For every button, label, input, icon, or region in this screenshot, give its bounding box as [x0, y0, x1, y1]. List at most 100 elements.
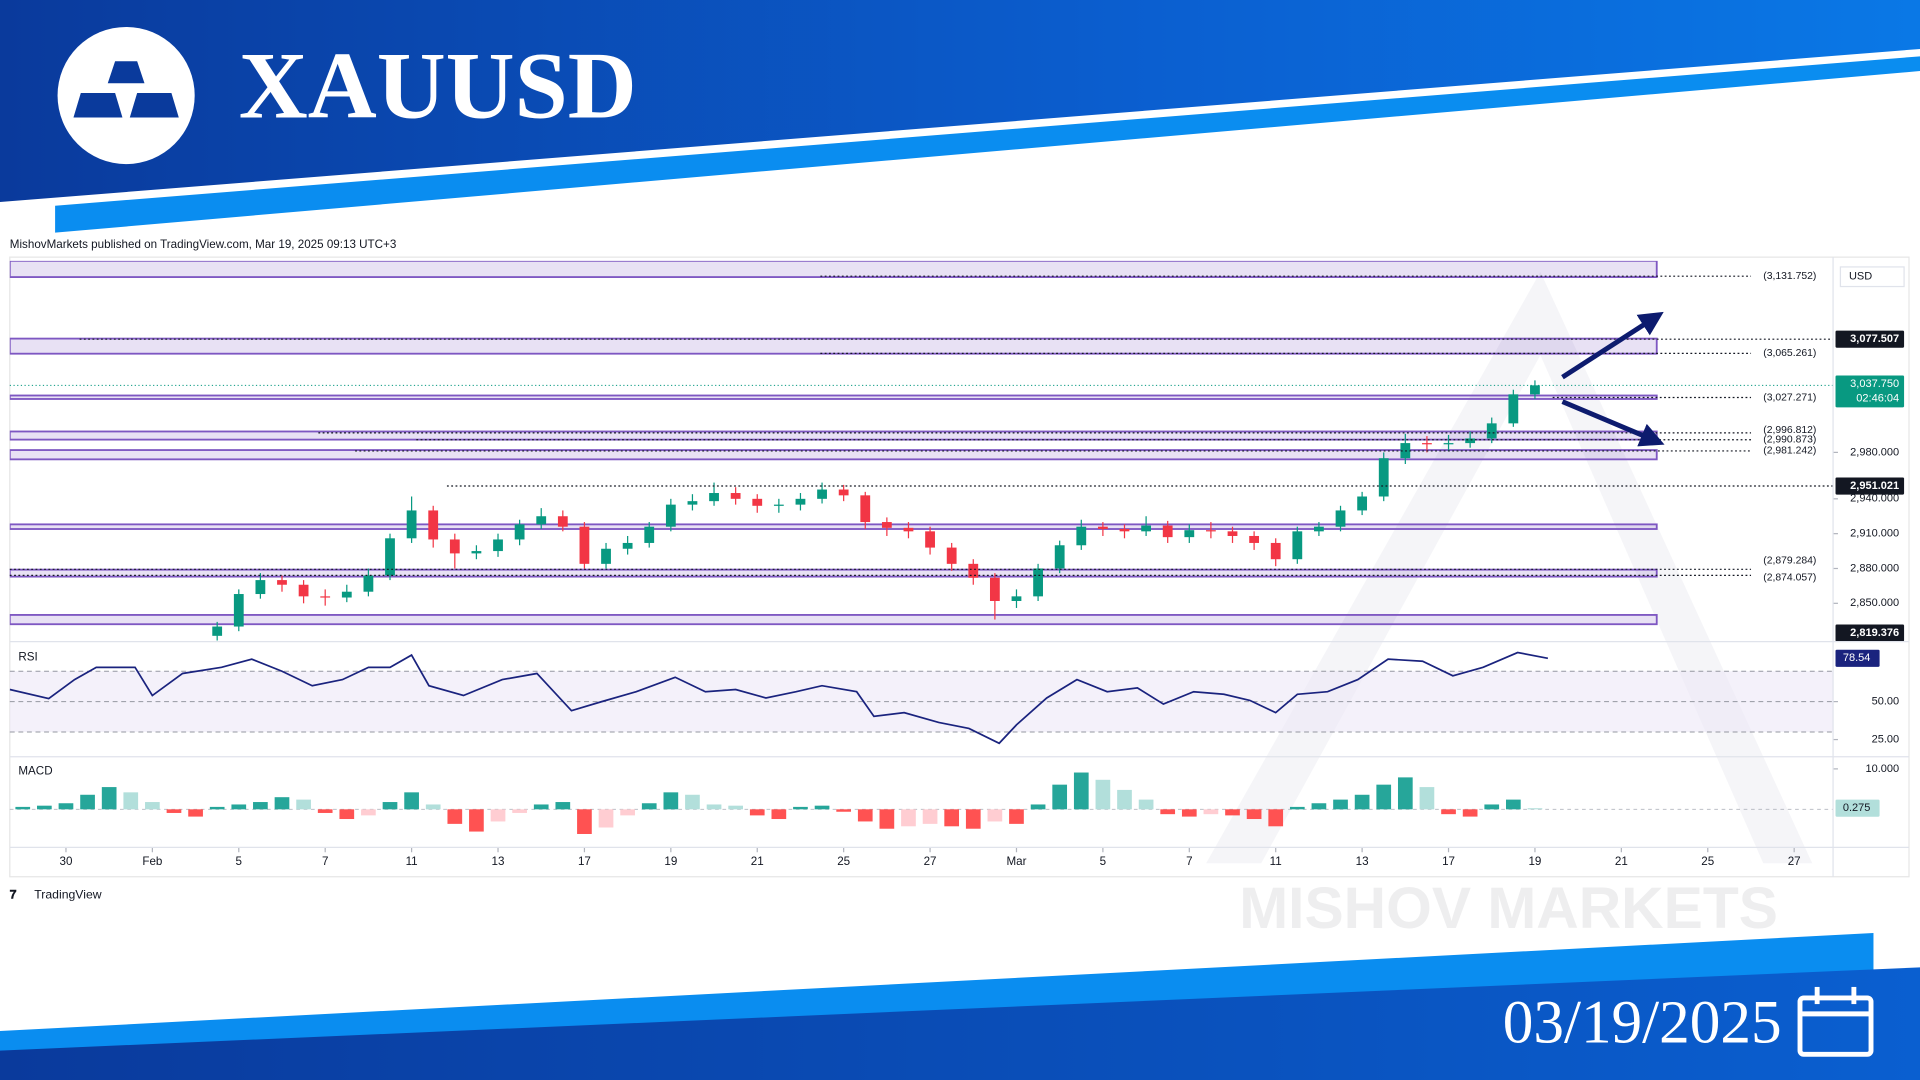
macd-bar — [1181, 809, 1197, 817]
candle-body — [471, 551, 482, 554]
footer-band — [0, 967, 1920, 1080]
x-tick-label: 7 — [1186, 855, 1192, 868]
macd-bar — [317, 809, 333, 813]
candle-body — [1011, 596, 1022, 601]
macd-bar — [231, 804, 247, 810]
candle-body — [406, 510, 417, 539]
level-label: (2,996.812) — [1763, 425, 1816, 436]
macd-bar — [1527, 808, 1543, 810]
candle-body — [363, 575, 374, 592]
macd-bar — [706, 804, 722, 810]
macd-bar — [555, 802, 571, 810]
candle-body — [449, 539, 460, 554]
macd-bar — [404, 792, 419, 810]
level-label: (2,874.057) — [1763, 573, 1816, 584]
candle-body — [536, 516, 547, 525]
macd-bar — [296, 799, 311, 810]
zone — [9, 523, 1658, 530]
x-tick-label: 17 — [578, 855, 591, 868]
macd-bar — [361, 809, 376, 816]
logo-circle — [57, 26, 195, 165]
macd-bar — [598, 809, 614, 828]
x-tick-label: Mar — [1006, 855, 1026, 868]
macd-bar — [188, 809, 203, 817]
macd-bar — [1462, 809, 1478, 817]
candle-body — [1249, 535, 1260, 543]
macd-bar — [1419, 787, 1435, 810]
macd-bar — [922, 809, 938, 824]
level-label: (2,879.284) — [1763, 555, 1816, 566]
candle-body — [493, 539, 503, 552]
y-tick-label: 25.00 — [1872, 733, 1900, 745]
header-stripe — [55, 56, 1920, 233]
macd-bar — [166, 809, 182, 813]
candle-body — [968, 563, 979, 578]
macd-bar — [836, 809, 852, 812]
level-label: (3,027.271) — [1763, 392, 1816, 403]
macd-bar — [663, 792, 679, 810]
candle-body — [989, 577, 1000, 601]
x-tick-label: 30 — [59, 855, 72, 868]
candle-body — [233, 594, 244, 627]
x-tick-label: Feb — [142, 855, 162, 868]
macd-bar — [1311, 803, 1327, 810]
x-tick-label: 21 — [1615, 855, 1628, 868]
level-label: (3,131.752) — [1763, 271, 1816, 282]
currency-box — [1839, 266, 1905, 288]
candle-body — [795, 498, 806, 505]
level-label: (3,065.261) — [1763, 348, 1816, 359]
macd-bar — [209, 806, 225, 810]
candle-body — [838, 489, 849, 496]
last-value-box — [1835, 799, 1880, 817]
macd-bar — [1052, 784, 1068, 810]
rsi-line — [9, 651, 1549, 745]
candles — [9, 260, 1658, 641]
zone — [9, 614, 1658, 626]
macd-bar — [37, 805, 52, 810]
x-tick-label: 21 — [751, 855, 764, 868]
macd-bar — [620, 809, 635, 816]
x-tick-label: 11 — [406, 855, 418, 868]
candle-body — [1335, 510, 1346, 527]
macd-bar — [533, 804, 549, 810]
candle-body — [773, 504, 784, 506]
candle-body — [385, 538, 395, 576]
candle-body — [709, 493, 719, 502]
macd-bar — [965, 809, 981, 829]
candle-body — [1227, 531, 1238, 536]
rsi-pane: RSI — [9, 651, 1834, 745]
y-tick-label: 10.000 — [1865, 763, 1899, 775]
candle-body — [1184, 530, 1195, 538]
candle-body — [1033, 568, 1043, 597]
y-tick-label: 2,910.000 — [1850, 528, 1899, 540]
macd-bar — [425, 804, 441, 810]
y-tick-label: 2,850.000 — [1850, 597, 1899, 609]
y-tick-label: 2,880.000 — [1850, 562, 1899, 574]
macd-bar — [901, 809, 916, 827]
macd-bar — [1030, 804, 1046, 810]
candle-body — [622, 542, 633, 549]
zone — [9, 449, 1658, 461]
macd-bar — [1095, 779, 1111, 810]
macd-bar — [447, 809, 463, 824]
macd-bar — [793, 806, 808, 810]
macd-bar — [512, 809, 527, 813]
candle-body — [1422, 443, 1432, 445]
x-tick-label: 17 — [1442, 855, 1455, 868]
candle-body — [1486, 423, 1497, 439]
calendar-icon — [1797, 986, 1874, 1057]
macd-bar — [1225, 809, 1240, 816]
candle-body — [1076, 526, 1087, 546]
level-label: (2,990.873) — [1763, 435, 1816, 446]
x-tick-label: 19 — [1528, 855, 1541, 868]
y-tick-label: 50.00 — [1872, 696, 1900, 708]
header-title: XAUUSD — [239, 32, 637, 138]
candle-body — [277, 580, 287, 585]
x-tick-label: 27 — [924, 855, 937, 868]
macd-bar — [1138, 799, 1154, 810]
macd-bar — [123, 792, 139, 810]
date: 03/19/2025 — [1503, 989, 1782, 1057]
candle-body — [255, 580, 266, 595]
candle-body — [644, 526, 655, 543]
